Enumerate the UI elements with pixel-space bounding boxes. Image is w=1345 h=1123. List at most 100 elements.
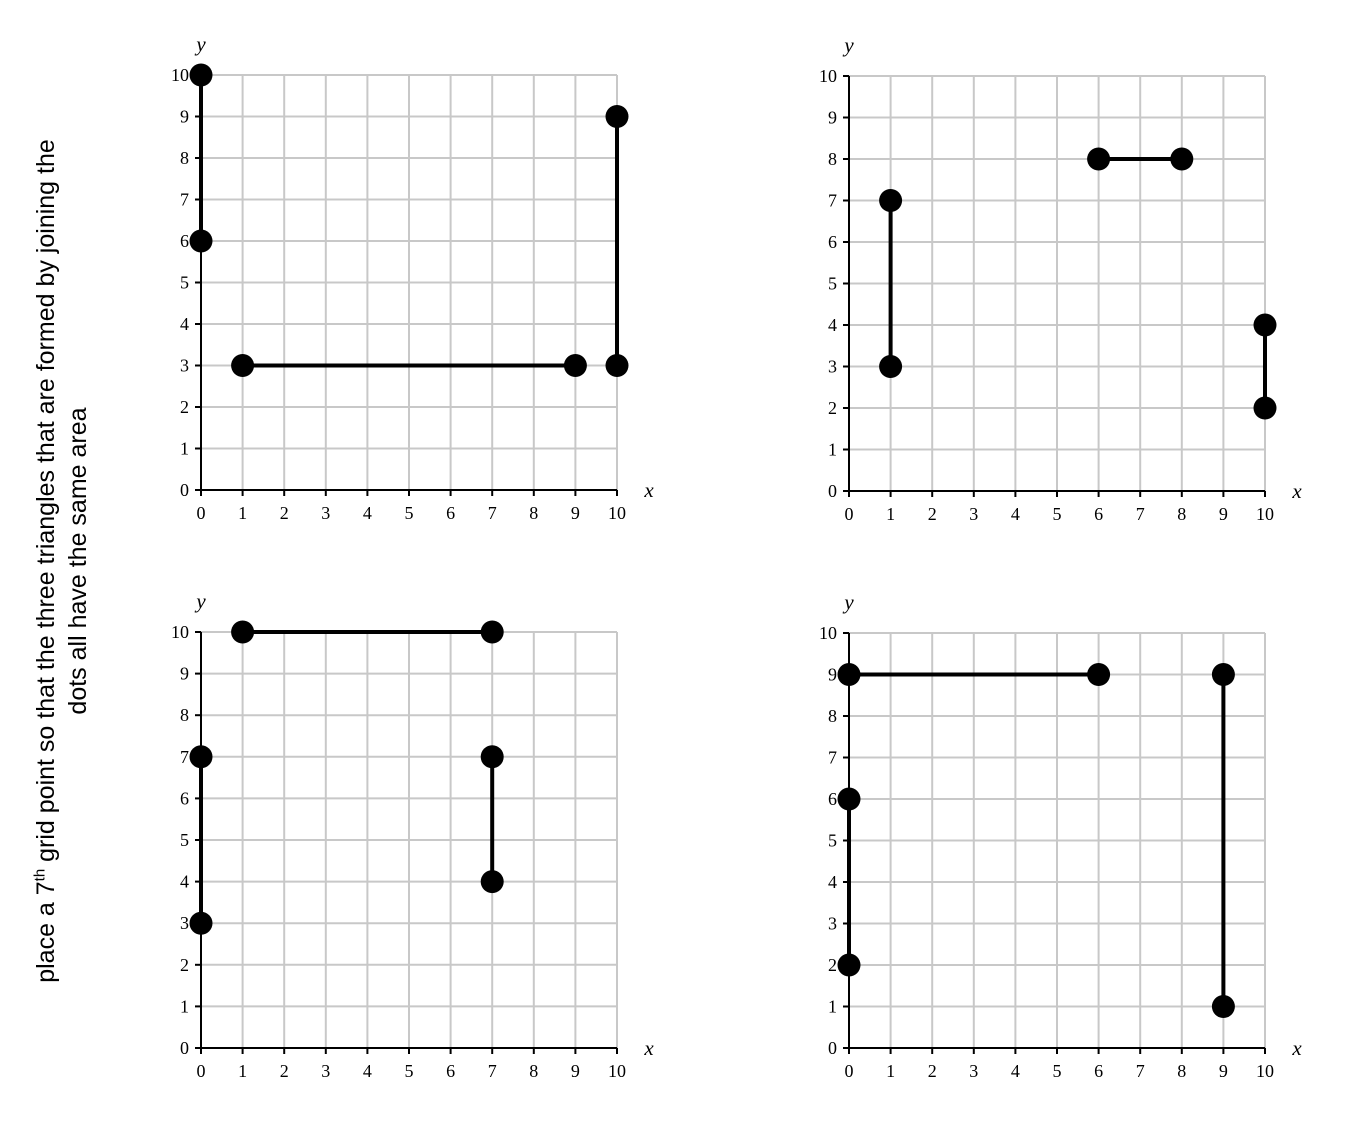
y-tick-label: 5 <box>828 274 837 294</box>
x-tick-label: 6 <box>446 503 455 523</box>
x-axis-label: x <box>1291 1036 1302 1060</box>
y-tick-label: 0 <box>180 1038 189 1058</box>
y-tick-label: 7 <box>828 191 837 211</box>
x-axis-label: x <box>643 1036 654 1060</box>
y-tick-label: 8 <box>180 705 189 725</box>
x-tick-label: 3 <box>321 1061 330 1081</box>
y-tick-label: 9 <box>180 664 189 684</box>
x-tick-label: 5 <box>1053 1061 1062 1081</box>
x-tick-label: 10 <box>608 503 626 523</box>
x-tick-label: 7 <box>1136 504 1145 524</box>
grid-point-dot <box>605 105 629 128</box>
y-tick-label: 3 <box>828 357 837 377</box>
x-tick-label: 6 <box>446 1061 455 1081</box>
grid-lines <box>849 75 1266 491</box>
y-tick-label: 1 <box>180 439 189 459</box>
y-tick-label: 5 <box>828 831 837 851</box>
grid-point-dot <box>837 953 861 977</box>
grid-point-dot <box>480 620 504 644</box>
y-tick-label: 2 <box>180 955 189 975</box>
x-tick-label: 1 <box>886 504 895 524</box>
y-tick-label: 3 <box>828 914 837 934</box>
x-tick-label: 4 <box>363 503 372 523</box>
y-tick-label: 9 <box>828 108 837 128</box>
coordinate-plane-3: 0 1 2 3 4 5 6 7 8 9 10 0 1 2 3 4 5 6 7 8 9 10 x y <box>171 589 654 1081</box>
y-tick-label: 5 <box>180 830 189 850</box>
grid-point-dot <box>1211 663 1235 686</box>
x-tick-label: 0 <box>845 1061 854 1081</box>
y-tick-label: 10 <box>819 66 837 86</box>
grid-point-dot <box>231 620 255 644</box>
y-tick-label: 1 <box>828 440 837 460</box>
y-axis-label: y <box>194 32 206 56</box>
x-tick-label: 8 <box>1177 1061 1186 1081</box>
y-tick-label: 7 <box>180 747 189 767</box>
grid-point-dot <box>189 63 213 87</box>
y-tick-label: 2 <box>828 398 837 418</box>
x-tick-label: 4 <box>1011 1061 1020 1081</box>
x-tick-label: 3 <box>321 503 330 523</box>
y-tick-label: 9 <box>828 665 837 685</box>
x-tick-label: 3 <box>969 1061 978 1081</box>
x-tick-label: 2 <box>280 503 289 523</box>
grid-point-dot <box>563 354 587 377</box>
y-tick-label: 4 <box>828 315 837 335</box>
x-tick-label: 1 <box>238 503 247 523</box>
y-tick-label: 7 <box>828 748 837 768</box>
x-tick-label: 2 <box>280 1061 289 1081</box>
grid-lines <box>201 631 618 1048</box>
y-tick-label: 5 <box>180 273 189 293</box>
y-tick-label: 8 <box>180 148 189 168</box>
y-tick-label: 4 <box>180 872 189 892</box>
y-tick-label: 3 <box>180 356 189 376</box>
x-tick-label: 9 <box>571 503 580 523</box>
y-axis-label: y <box>842 590 854 614</box>
x-tick-label: 10 <box>1256 504 1274 524</box>
y-tick-label: 6 <box>828 789 837 809</box>
y-tick-label: 1 <box>180 996 189 1016</box>
y-tick-label: 7 <box>180 190 189 210</box>
x-tick-label: 7 <box>488 1061 497 1081</box>
y-tick-label: 10 <box>171 622 189 642</box>
y-tick-label: 10 <box>171 65 189 85</box>
grid-point-dot <box>480 745 504 769</box>
x-axis-label: x <box>643 478 654 502</box>
x-tick-label: 7 <box>1136 1061 1145 1081</box>
x-tick-label: 8 <box>529 1061 538 1081</box>
y-tick-label: 2 <box>828 955 837 975</box>
x-tick-label: 4 <box>1011 504 1020 524</box>
x-tick-label: 9 <box>571 1061 580 1081</box>
grid-point-dot <box>231 354 255 377</box>
grid-lines <box>201 74 618 490</box>
y-tick-label: 0 <box>180 480 189 500</box>
y-tick-label: 3 <box>180 913 189 933</box>
y-tick-label: 6 <box>828 232 837 252</box>
grid-point-dot <box>1253 396 1277 420</box>
x-tick-label: 1 <box>238 1061 247 1081</box>
grid-point-dot <box>1211 995 1235 1018</box>
grid-point-dot <box>1087 147 1111 171</box>
x-tick-label: 5 <box>405 1061 414 1081</box>
x-tick-label: 10 <box>608 1061 626 1081</box>
x-tick-label: 5 <box>1053 504 1062 524</box>
y-tick-label: 0 <box>828 481 837 501</box>
grid-point-dot <box>879 355 903 378</box>
x-tick-label: 0 <box>197 503 206 523</box>
x-tick-label: 10 <box>1256 1061 1274 1081</box>
grid-point-dot <box>879 189 903 212</box>
grid-point-dot <box>480 870 504 894</box>
y-tick-label: 4 <box>828 872 837 892</box>
x-tick-label: 9 <box>1219 504 1228 524</box>
x-tick-label: 5 <box>405 503 414 523</box>
grid-point-dot <box>189 911 213 935</box>
coordinate-plane-1: 0 1 2 3 4 5 6 7 8 9 10 0 1 2 3 4 5 6 7 8 9 10 x y <box>171 32 654 523</box>
grid-point-dot <box>837 787 861 811</box>
x-tick-label: 0 <box>197 1061 206 1081</box>
x-tick-label: 8 <box>1177 504 1186 524</box>
grid-point-dot <box>837 663 861 686</box>
grid-point-dot <box>1170 147 1194 171</box>
x-tick-label: 4 <box>363 1061 372 1081</box>
y-tick-label: 10 <box>819 623 837 643</box>
y-tick-label: 0 <box>828 1038 837 1058</box>
